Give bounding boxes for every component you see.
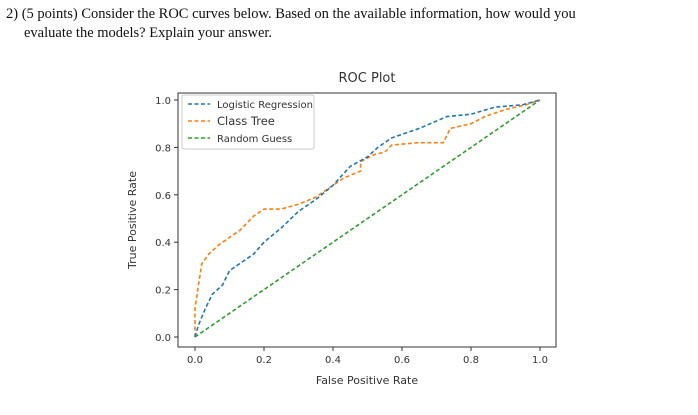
legend-box	[181, 94, 315, 150]
x-tick-label: 0.4	[325, 355, 341, 366]
x-tick-label: 0.6	[394, 355, 410, 366]
x-tick-label: 0.0	[187, 355, 203, 366]
y-tick-label: 1.0	[155, 96, 171, 107]
series-line-random-guess	[194, 99, 541, 338]
question-line-1: (5 points) Consider the ROC curves below…	[21, 6, 576, 22]
legend-label: Random Guess	[217, 134, 292, 145]
plot-frame	[177, 92, 557, 348]
x-tick-label: 0.2	[256, 355, 272, 366]
y-tick-label: 0.2	[155, 286, 171, 297]
x-tick-label: 1.0	[532, 355, 548, 366]
y-tick-label: 0.0	[155, 333, 171, 344]
y-tick-label: 0.4	[155, 238, 171, 249]
question-line-2: evaluate the models? Explain your answer…	[24, 25, 273, 41]
x-axis-label: False Positive Rate	[316, 374, 418, 387]
legend: Logistic Regression Class Tree Random Gues…	[181, 94, 315, 150]
series-line-logistic-regression	[194, 99, 541, 338]
question-number: 2)	[6, 6, 19, 22]
y-tick-label: 0.6	[155, 191, 171, 202]
x-tick-label: 0.8	[463, 355, 479, 366]
question-text: 2) (5 points) Consider the ROC curves be…	[6, 5, 696, 43]
chart-title: ROC Plot	[339, 71, 396, 86]
legend-label: Class Tree	[217, 114, 275, 128]
legend-label: Logistic Regression	[217, 100, 313, 111]
y-axis-label: True Positive Rate	[126, 171, 139, 270]
y-tick-label: 0.8	[155, 143, 171, 154]
series-line-class-tree	[194, 99, 541, 337]
